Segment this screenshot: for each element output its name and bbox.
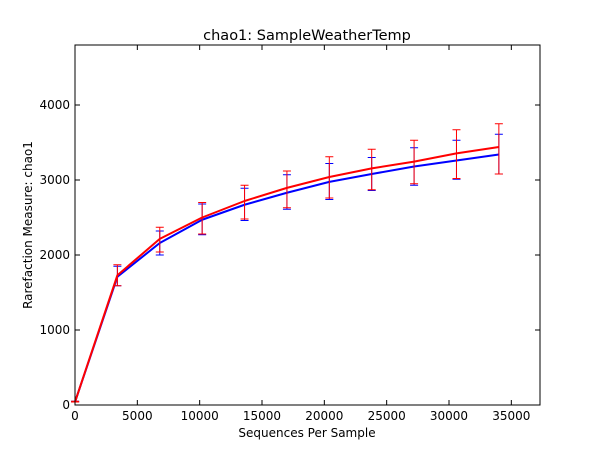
y-tick-label: 3000 bbox=[39, 173, 70, 187]
y-tick-label: 0 bbox=[62, 398, 70, 412]
plot-area bbox=[75, 45, 540, 405]
y-tick-label: 4000 bbox=[39, 98, 70, 112]
x-tick-label: 0 bbox=[71, 409, 79, 423]
x-tick-label: 10000 bbox=[181, 409, 219, 423]
plot-frame bbox=[74, 44, 541, 406]
y-tick-label: 1000 bbox=[39, 323, 70, 337]
series-line bbox=[74, 146, 500, 402]
y-axis-label: Rarefaction Measure: chao1 bbox=[21, 141, 35, 309]
x-axis-label: Sequences Per Sample bbox=[238, 426, 375, 440]
y-axis-ticks: 0 1000 2000 3000 4000 bbox=[39, 98, 540, 412]
x-tick-label: 30000 bbox=[430, 409, 468, 423]
series-2 bbox=[71, 123, 503, 403]
series-layer bbox=[71, 123, 503, 403]
x-tick-label: 35000 bbox=[492, 409, 530, 423]
y-tick-label: 2000 bbox=[39, 248, 70, 262]
x-tick-label: 20000 bbox=[305, 409, 343, 423]
x-tick-label: 5000 bbox=[122, 409, 153, 423]
x-axis-ticks: 0 5000 10000 15000 20000 25000 30000 35000 bbox=[71, 45, 530, 423]
chart-title: chao1: SampleWeatherTemp bbox=[203, 28, 411, 44]
x-tick-label: 15000 bbox=[243, 409, 281, 423]
x-tick-label: 25000 bbox=[368, 409, 406, 423]
